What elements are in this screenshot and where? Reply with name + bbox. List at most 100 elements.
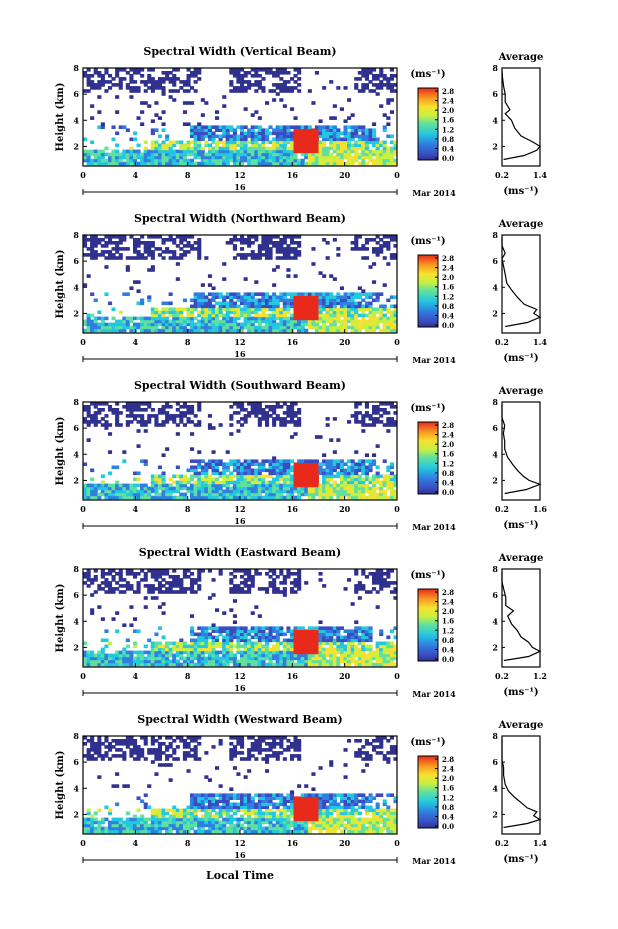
heatmap-cell: [325, 659, 330, 664]
heatmap-cell: [186, 74, 191, 78]
heatmap-cell: [389, 110, 394, 114]
heatmap-cell: [364, 453, 369, 457]
heatmap-cell: [229, 459, 234, 463]
heatmap-cell: [347, 298, 352, 303]
heatmap-cell: [190, 662, 195, 667]
heatmap-cell: [297, 83, 302, 87]
heatmap-cell: [336, 641, 341, 646]
heatmap-cell: [136, 662, 141, 667]
heatmap-cell: [182, 572, 187, 576]
heatmap-cell: [83, 74, 88, 78]
heatmap-cell: [147, 253, 152, 257]
heatmap-cell: [393, 235, 398, 239]
heatmap-cell: [286, 408, 291, 412]
heatmap-cell: [325, 161, 330, 166]
heatmap-cell: [379, 495, 384, 500]
heatmap-cell: [190, 247, 195, 251]
heatmap-cell: [150, 149, 155, 154]
heatmap-cell: [232, 662, 237, 667]
heatmap-cell: [354, 244, 359, 248]
heatmap-cell: [229, 474, 234, 479]
heatmap-cell: [243, 462, 248, 466]
heatmap-cell: [297, 313, 302, 318]
heatmap-cell: [193, 89, 198, 93]
heatmap-cell: [389, 489, 394, 494]
colorbar-tick-label: 0.0: [442, 488, 454, 497]
heatmap-cell: [168, 647, 173, 652]
heatmap-cell: [93, 495, 98, 500]
heatmap-cell: [122, 322, 127, 327]
heatmap-cell: [197, 575, 202, 579]
heatmap-cell: [336, 301, 341, 306]
heatmap-cell: [304, 161, 309, 166]
heatmap-cell: [190, 319, 195, 324]
heatmap-cell: [386, 83, 391, 87]
heatmap-cell: [161, 408, 166, 412]
heatmap-cell: [122, 235, 127, 239]
heatmap-cell: [297, 310, 302, 315]
heatmap-cell: [325, 471, 330, 476]
heatmap-cell: [161, 492, 166, 497]
heatmap-cell: [240, 86, 245, 90]
heatmap-cell: [168, 584, 173, 588]
heatmap-cell: [229, 495, 234, 500]
heatmap-cell: [343, 128, 348, 132]
heatmap-cell: [197, 465, 202, 470]
heatmap-cell: [186, 307, 191, 312]
heatmap-cell: [357, 328, 362, 333]
heatmap-cell: [100, 575, 105, 579]
heatmap-cell: [200, 98, 205, 102]
heatmap-cell: [115, 495, 120, 500]
heatmap-cell: [157, 313, 162, 318]
heatmap-cell: [200, 471, 205, 476]
heatmap-cell: [329, 459, 334, 463]
heatmap-cell: [279, 659, 284, 664]
heatmap-cell: [218, 125, 223, 129]
heatmap-cell: [232, 71, 237, 75]
heatmap-cell: [90, 74, 95, 78]
heatmap-cell: [211, 149, 216, 154]
heatmap-cell: [336, 325, 341, 330]
heatmap-cell: [347, 480, 352, 485]
heatmap-cell: [343, 662, 348, 667]
heatmap-cell: [125, 653, 130, 658]
heatmap-cell: [343, 659, 348, 664]
heatmap-cell: [375, 83, 380, 87]
heatmap-cell: [350, 307, 355, 312]
heatmap-cell: [97, 83, 102, 87]
heatmap-cell: [150, 128, 155, 132]
colorbar-tick-label: 2.4: [442, 431, 454, 440]
heatmap-cell: [97, 495, 102, 500]
heatmap-cell: [133, 244, 138, 248]
heatmap-cell: [207, 596, 212, 600]
heatmap-cell: [147, 295, 152, 299]
heatmap-cell: [143, 322, 148, 327]
heatmap-cell: [197, 77, 202, 81]
heatmap-cell: [197, 569, 202, 573]
heatmap-cell: [175, 161, 180, 166]
heatmap-cell: [90, 83, 95, 87]
heatmap-cell: [168, 301, 173, 306]
heatmap-cell: [140, 656, 145, 661]
heatmap-cell: [236, 647, 241, 652]
heatmap-cell: [150, 152, 155, 157]
heatmap-cell: [272, 465, 277, 470]
heatmap-cell: [247, 238, 252, 242]
heatmap-cell: [211, 322, 216, 327]
heatmap-cell: [254, 319, 259, 324]
heatmap-cell: [307, 492, 312, 497]
heatmap-cell: [265, 492, 270, 497]
heatmap-cell: [218, 134, 223, 139]
heatmap-cell: [290, 77, 295, 81]
heatmap-cell: [143, 605, 148, 609]
heatmap-cell: [364, 152, 369, 157]
heatmap-cell: [364, 653, 369, 658]
heatmap-cell: [336, 662, 341, 667]
heatmap-cell: [122, 325, 127, 330]
heatmap-cell: [382, 256, 387, 260]
heatmap-cell: [93, 328, 98, 333]
heatmap-cell: [379, 662, 384, 667]
heatmap-cell: [332, 161, 337, 166]
heatmap-cell: [190, 614, 195, 618]
heatmap-cell: [382, 83, 387, 87]
